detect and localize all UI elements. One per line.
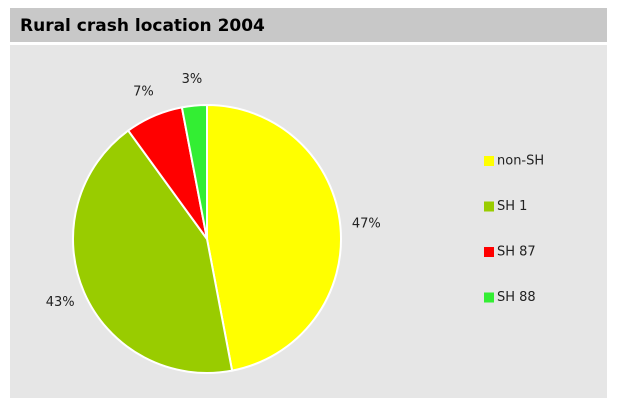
legend-swatch [484, 201, 494, 212]
legend-swatch [484, 156, 494, 166]
legend-swatch [484, 292, 494, 303]
pie-slice [180, 103, 208, 240]
data-label: 3% [182, 72, 203, 87]
data-label: 7% [133, 85, 154, 100]
pie-slice [72, 129, 234, 374]
legend-label: SH 88 [497, 290, 536, 305]
legend-label: SH 1 [497, 199, 527, 214]
pie-slice [206, 103, 342, 372]
legend-label: SH 87 [497, 245, 536, 260]
data-label: 43% [46, 295, 75, 310]
chart-title: Rural crash location 2004 [20, 16, 265, 36]
data-label: 47% [352, 216, 381, 231]
legend-label: non-SH [497, 154, 544, 169]
legend-swatch [484, 247, 494, 257]
title-bar [10, 8, 607, 42]
